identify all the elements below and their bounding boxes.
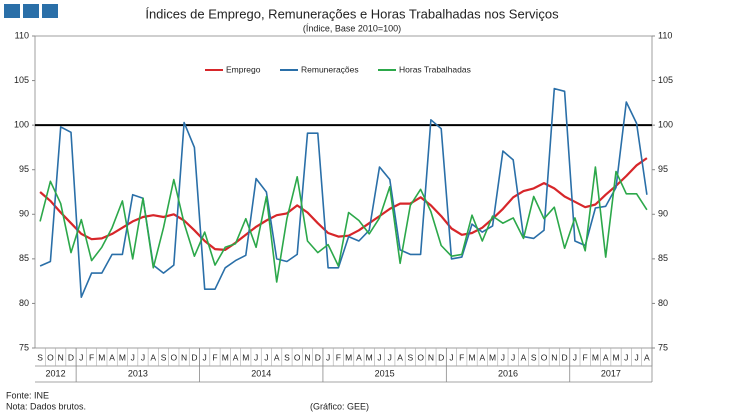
year-label: 2017	[601, 368, 621, 378]
legend-label: Emprego	[226, 64, 261, 74]
x-tick-label: A	[274, 352, 280, 362]
x-tick-label: A	[397, 352, 403, 362]
logo-block	[23, 4, 39, 18]
note: Fonte: INE	[6, 390, 49, 400]
x-tick-label: A	[233, 352, 239, 362]
x-tick-label: M	[592, 352, 599, 362]
y2-tick-label: 95	[658, 164, 668, 174]
series-line	[39, 87, 648, 298]
x-tick-label: J	[388, 352, 392, 362]
x-tick-label: O	[541, 352, 548, 362]
x-tick-label: S	[161, 352, 167, 362]
note: Nota: Dados brutos.	[6, 401, 86, 411]
y2-tick-label: 110	[658, 30, 672, 40]
x-tick-label: N	[551, 352, 557, 362]
x-tick-label: O	[171, 352, 178, 362]
x-tick-label: A	[150, 352, 156, 362]
x-tick-label: D	[562, 352, 568, 362]
x-tick-label: A	[644, 352, 650, 362]
y2-tick-label: 90	[658, 209, 668, 219]
y-tick-label: 75	[19, 342, 29, 352]
x-tick-label: D	[438, 352, 444, 362]
logo-block	[4, 4, 20, 18]
y2-tick-label: 105	[658, 75, 673, 85]
year-label: 2012	[46, 368, 66, 378]
chart-title: Índices de Emprego, Remunerações e Horas…	[145, 6, 559, 21]
x-tick-label: M	[366, 352, 373, 362]
x-tick-label: A	[109, 352, 115, 362]
chart-subtitle: (Índice, Base 2010=100)	[303, 23, 401, 33]
x-tick-label: M	[468, 352, 475, 362]
y2-tick-label: 100	[658, 120, 673, 130]
x-tick-label: O	[417, 352, 424, 362]
x-tick-label: J	[326, 352, 330, 362]
x-tick-label: J	[624, 352, 628, 362]
legend-label: Horas Trabalhadas	[399, 64, 471, 74]
x-tick-label: O	[47, 352, 54, 362]
x-tick-label: D	[191, 352, 197, 362]
x-tick-label: J	[264, 352, 268, 362]
x-tick-label: N	[304, 352, 310, 362]
x-tick-label: J	[79, 352, 83, 362]
x-tick-label: M	[612, 352, 619, 362]
x-tick-label: A	[356, 352, 362, 362]
x-tick-label: J	[449, 352, 453, 362]
x-tick-label: M	[345, 352, 352, 362]
x-tick-label: A	[479, 352, 485, 362]
year-label: 2014	[251, 368, 271, 378]
year-label: 2016	[498, 368, 518, 378]
x-tick-label: S	[284, 352, 290, 362]
x-tick-label: N	[58, 352, 64, 362]
x-tick-label: M	[489, 352, 496, 362]
x-tick-label: F	[336, 352, 341, 362]
x-tick-label: O	[294, 352, 301, 362]
x-tick-label: F	[212, 352, 217, 362]
x-tick-label: M	[242, 352, 249, 362]
x-tick-label: J	[511, 352, 515, 362]
credit: (Gráfico: GEE)	[310, 401, 369, 411]
x-tick-label: S	[531, 352, 537, 362]
y-tick-label: 80	[19, 298, 29, 308]
x-tick-label: J	[573, 352, 577, 362]
x-tick-label: D	[68, 352, 74, 362]
y2-tick-label: 85	[658, 253, 668, 263]
year-label: 2013	[128, 368, 148, 378]
x-tick-label: S	[408, 352, 414, 362]
x-tick-label: J	[377, 352, 381, 362]
x-tick-label: A	[603, 352, 609, 362]
x-tick-label: J	[501, 352, 505, 362]
y-tick-label: 90	[19, 209, 29, 219]
x-tick-label: F	[583, 352, 588, 362]
x-tick-label: M	[98, 352, 105, 362]
y2-tick-label: 80	[658, 298, 668, 308]
x-tick-label: J	[634, 352, 638, 362]
x-tick-label: N	[181, 352, 187, 362]
year-label: 2015	[375, 368, 395, 378]
y-tick-label: 105	[14, 75, 29, 85]
logo-block	[42, 4, 58, 18]
y-tick-label: 110	[15, 30, 29, 40]
legend-label: Remunerações	[301, 64, 359, 74]
x-tick-label: A	[521, 352, 527, 362]
x-tick-label: N	[428, 352, 434, 362]
x-tick-label: D	[315, 352, 321, 362]
y-tick-label: 100	[14, 120, 29, 130]
x-tick-label: J	[254, 352, 258, 362]
x-tick-label: J	[141, 352, 145, 362]
x-tick-label: M	[119, 352, 126, 362]
series-line	[39, 166, 648, 283]
x-tick-label: M	[222, 352, 229, 362]
y-tick-label: 95	[19, 164, 29, 174]
y2-tick-label: 75	[658, 342, 668, 352]
x-tick-label: F	[89, 352, 94, 362]
x-tick-label: J	[131, 352, 135, 362]
y-tick-label: 85	[19, 253, 29, 263]
x-tick-label: F	[459, 352, 464, 362]
x-tick-label: S	[37, 352, 43, 362]
x-tick-label: J	[203, 352, 207, 362]
